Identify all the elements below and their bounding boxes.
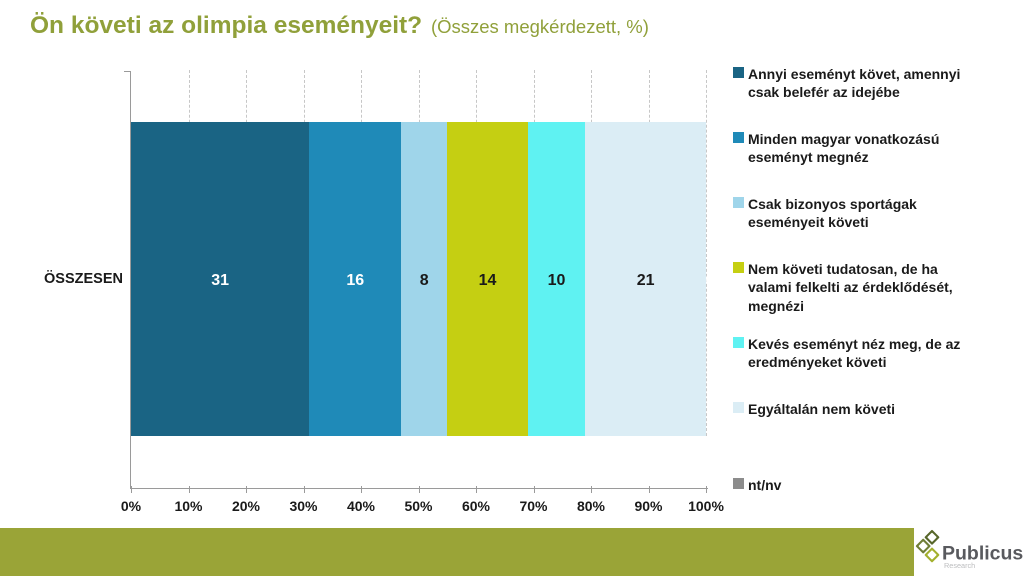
svg-text:Research: Research — [944, 561, 975, 570]
